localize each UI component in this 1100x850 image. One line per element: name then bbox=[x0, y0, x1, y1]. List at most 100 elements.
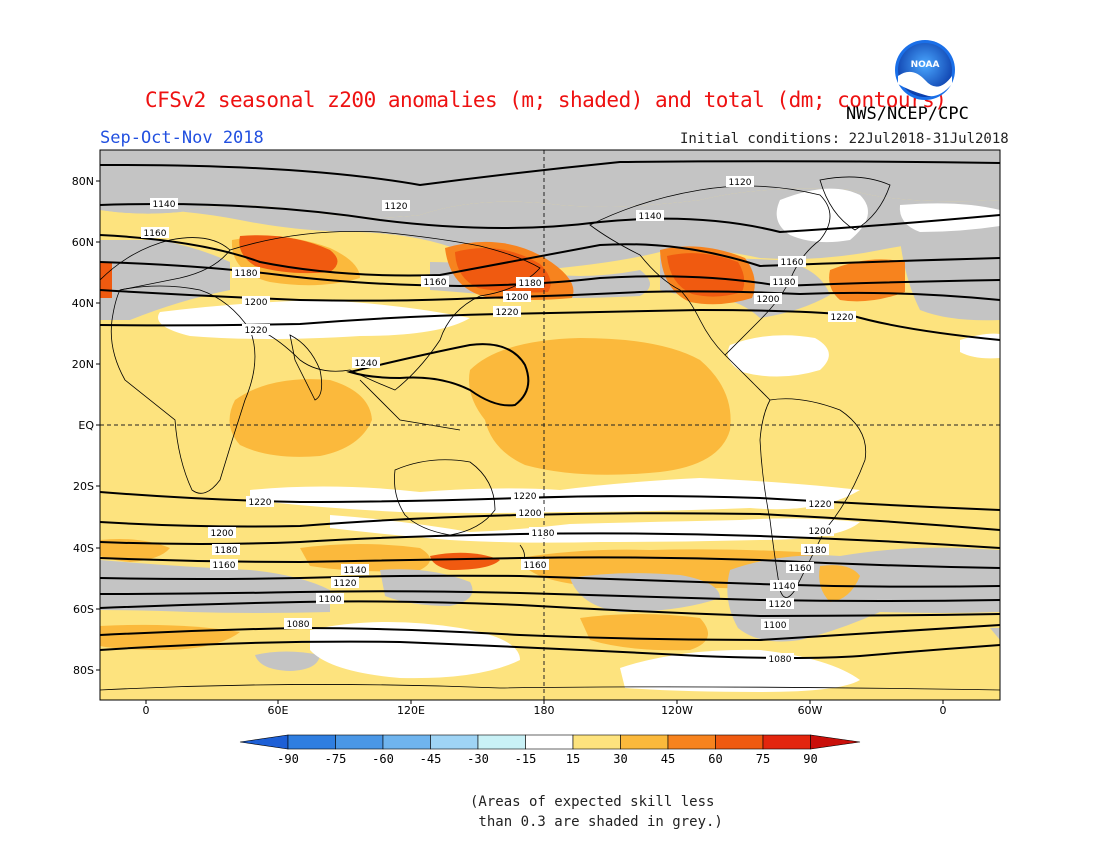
svg-text:1160: 1160 bbox=[144, 229, 167, 239]
contour-label: 1160 bbox=[210, 559, 238, 571]
colorbar-swatch bbox=[525, 734, 574, 750]
lat-label: 60S bbox=[73, 603, 94, 616]
contour-label: 1200 bbox=[242, 296, 270, 308]
svg-text:1160: 1160 bbox=[789, 564, 812, 574]
contour-label: 1180 bbox=[529, 527, 557, 539]
agency-label: NWS/NCEP/CPC bbox=[846, 104, 969, 124]
noaa-logo: NOAA bbox=[895, 40, 955, 100]
colorbar-tick-label: 75 bbox=[756, 752, 770, 766]
initial-conditions-label: Initial conditions: 22Jul2018-31Jul2018 bbox=[680, 131, 1009, 147]
contour-label: 1200 bbox=[208, 527, 236, 539]
colorbar-swatch bbox=[382, 734, 431, 750]
contour-label: 1160 bbox=[786, 562, 814, 574]
colorbar-swatch bbox=[335, 734, 384, 750]
footnote-line-2: than 0.3 are shaded in grey.) bbox=[470, 814, 723, 830]
contour-label: 1140 bbox=[341, 564, 369, 576]
svg-text:1140: 1140 bbox=[639, 212, 662, 222]
svg-text:1240: 1240 bbox=[355, 359, 378, 369]
svg-text:1180: 1180 bbox=[519, 279, 542, 289]
lon-label: 120W bbox=[661, 704, 693, 717]
colorbar-swatch bbox=[667, 734, 716, 750]
contour-label: 1220 bbox=[828, 311, 856, 323]
svg-text:1160: 1160 bbox=[213, 561, 236, 571]
contour-label: 1120 bbox=[382, 200, 410, 212]
contour-label: 1180 bbox=[770, 276, 798, 288]
contour-label: 1200 bbox=[516, 507, 544, 519]
footnote-line-1: (Areas of expected skill less bbox=[470, 794, 715, 810]
chart-title: CFSv2 seasonal z200 anomalies (m; shaded… bbox=[145, 88, 947, 112]
contour-label: 1180 bbox=[801, 544, 829, 556]
contour-label: 1080 bbox=[766, 653, 794, 665]
lon-label: 180 bbox=[534, 704, 555, 717]
colorbar-swatch bbox=[620, 734, 669, 750]
contour-label: 1160 bbox=[141, 227, 169, 239]
svg-text:1080: 1080 bbox=[769, 655, 792, 665]
contour-label: 1220 bbox=[511, 490, 539, 502]
contour-label: 1180 bbox=[232, 267, 260, 279]
contour-label: 1100 bbox=[316, 593, 344, 605]
contour-label: 1160 bbox=[521, 559, 549, 571]
svg-text:1180: 1180 bbox=[773, 278, 796, 288]
svg-text:1180: 1180 bbox=[804, 546, 827, 556]
contour-label: 1160 bbox=[778, 256, 806, 268]
longitude-labels: 0 60E 120E 180 120W 60W 0 bbox=[143, 700, 947, 717]
colorbar-tick-label: -90 bbox=[277, 752, 299, 766]
contour-labels: 1120 1120 1140 1140 1160 1160 1160 1180 1180 1180… bbox=[141, 176, 856, 665]
colorbar-arrow-left bbox=[239, 734, 289, 750]
height-contours bbox=[100, 160, 1000, 659]
svg-text:1140: 1140 bbox=[153, 200, 176, 210]
colorbar-swatch bbox=[430, 734, 479, 750]
svg-text:1200: 1200 bbox=[245, 298, 268, 308]
lat-label: 40N bbox=[72, 297, 94, 310]
contour-label: 1080 bbox=[284, 618, 312, 630]
lat-label: 40S bbox=[73, 542, 94, 555]
contour-label: 1140 bbox=[770, 580, 798, 592]
colorbar-tick-label: 45 bbox=[661, 752, 675, 766]
lat-label: EQ bbox=[78, 419, 94, 432]
contour-label: 1100 bbox=[761, 619, 789, 631]
svg-text:1220: 1220 bbox=[514, 492, 537, 502]
colorbar-tick-label: 60 bbox=[708, 752, 722, 766]
lat-label: 80N bbox=[72, 175, 94, 188]
colorbar-swatch bbox=[287, 734, 336, 750]
footnote: (Areas of expected skill less than 0.3 a… bbox=[470, 792, 723, 832]
contour-label: 1160 bbox=[421, 276, 449, 288]
colorbar-swatch bbox=[572, 734, 621, 750]
svg-text:1160: 1160 bbox=[524, 561, 547, 571]
svg-text:1220: 1220 bbox=[496, 308, 519, 318]
lon-label: 120E bbox=[397, 704, 425, 717]
contour-label: 1180 bbox=[212, 544, 240, 556]
colorbar-tick-label: 30 bbox=[613, 752, 627, 766]
colorbar-tick-label: -30 bbox=[467, 752, 489, 766]
contour-label: 1120 bbox=[766, 598, 794, 610]
lon-label: 60W bbox=[798, 704, 823, 717]
lon-label: 0 bbox=[940, 704, 947, 717]
colorbar-arrow-right bbox=[810, 734, 861, 750]
svg-text:1080: 1080 bbox=[287, 620, 310, 630]
svg-text:1220: 1220 bbox=[245, 326, 268, 336]
colorbar-tick-label: -45 bbox=[420, 752, 442, 766]
colorbar-tick-label: 15 bbox=[566, 752, 580, 766]
svg-text:1200: 1200 bbox=[757, 295, 780, 305]
contour-label: 1220 bbox=[246, 496, 274, 508]
contour-label: 1140 bbox=[636, 210, 664, 222]
svg-text:1200: 1200 bbox=[506, 293, 529, 303]
lon-label: 0 bbox=[143, 704, 150, 717]
contour-label: 1120 bbox=[331, 577, 359, 589]
svg-text:1120: 1120 bbox=[769, 600, 792, 610]
colorbar-tick-label: 90 bbox=[803, 752, 817, 766]
colorbar-tick-label: -15 bbox=[515, 752, 537, 766]
svg-text:1200: 1200 bbox=[809, 527, 832, 537]
svg-text:1220: 1220 bbox=[809, 500, 832, 510]
contour-label: 1220 bbox=[806, 498, 834, 510]
colorbar-tick-label: -75 bbox=[325, 752, 347, 766]
contour-label: 1240 bbox=[352, 357, 380, 369]
colorbar-swatch bbox=[715, 734, 764, 750]
svg-text:1160: 1160 bbox=[424, 278, 447, 288]
svg-text:1120: 1120 bbox=[385, 202, 408, 212]
svg-text:1160: 1160 bbox=[781, 258, 804, 268]
contour-label: 1200 bbox=[806, 525, 834, 537]
svg-text:1140: 1140 bbox=[773, 582, 796, 592]
svg-text:1100: 1100 bbox=[319, 595, 342, 605]
